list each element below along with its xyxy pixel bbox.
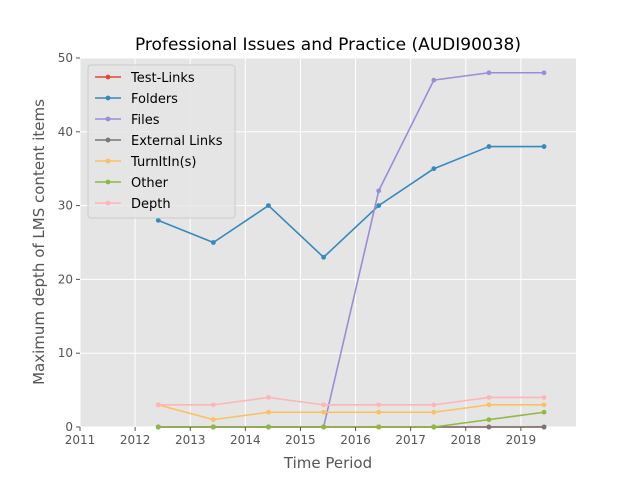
y-tick-label: 30 <box>58 199 73 213</box>
y-axis-label: Maximum depth of LMS content items <box>30 99 48 385</box>
data-point-other <box>210 424 216 430</box>
series-line-folders <box>157 145 545 259</box>
data-point-depth <box>376 402 382 408</box>
series-folders <box>155 144 547 260</box>
x-tick-label: 2015 <box>285 433 316 447</box>
x-tick-label: 2019 <box>506 433 537 447</box>
legend-swatch-marker <box>105 179 111 185</box>
data-point-external-links <box>541 424 547 430</box>
legend-label: Depth <box>131 197 171 212</box>
x-tick-label: 2011 <box>65 433 96 447</box>
data-point-other <box>376 424 382 430</box>
legend-item-folders: Folders <box>95 92 178 107</box>
data-point-other <box>486 417 492 423</box>
legend-label: External Links <box>131 134 223 149</box>
legend-item-other: Other <box>95 176 169 191</box>
data-point-folders <box>266 203 271 209</box>
data-point-files <box>541 70 547 76</box>
data-point-other <box>266 424 271 430</box>
legend-label: TurnItIn(s) <box>130 155 196 170</box>
x-tick-label: 2013 <box>175 433 206 447</box>
data-point-turnitin-s <box>486 402 492 408</box>
data-point-folders <box>431 166 437 172</box>
data-point-turnitin-s <box>541 402 547 408</box>
data-point-folders <box>210 240 216 245</box>
y-tick-label: 20 <box>58 272 73 286</box>
legend-item-external-links: External Links <box>95 134 223 149</box>
y-tick-label: 50 <box>58 51 73 65</box>
data-point-turnitin-s <box>431 409 437 415</box>
x-tick-label: 2018 <box>451 433 482 447</box>
legend-swatch-marker <box>105 116 111 122</box>
legend-item-test-links: Test-Links <box>95 71 195 86</box>
series-other <box>155 409 547 430</box>
y-tick-label: 40 <box>58 125 73 139</box>
legend-item-turnitin-s: TurnItIn(s) <box>95 155 196 170</box>
chart-title: Professional Issues and Practice (AUDI90… <box>135 35 521 55</box>
data-point-depth <box>431 402 437 408</box>
legend-swatch-marker <box>105 74 111 80</box>
x-axis-label: Time Period <box>283 454 372 472</box>
data-point-turnitin-s <box>376 409 382 415</box>
data-point-files <box>486 70 492 76</box>
data-point-turnitin-s <box>210 417 216 423</box>
series-layer <box>155 70 547 430</box>
data-point-external-links <box>486 424 492 430</box>
legend-swatch-marker <box>105 200 111 206</box>
series-turnitin-s <box>155 402 547 423</box>
y-tick-label: 0 <box>65 420 73 434</box>
series-line-other <box>158 411 545 428</box>
legend-swatch-marker <box>105 95 111 101</box>
legend-swatch-marker <box>105 158 111 164</box>
x-axis-ticks: 2011 2012 2013 2014 2015 2016 2017 2018 2019 <box>65 427 536 447</box>
legend-box <box>87 64 236 219</box>
data-point-depth <box>210 402 216 408</box>
x-tick-label: 2012 <box>120 433 151 447</box>
x-tick-label: 2014 <box>230 433 261 447</box>
data-point-depth <box>486 395 492 400</box>
x-tick-label: 2017 <box>395 433 426 447</box>
data-point-other <box>321 424 326 430</box>
data-point-folders <box>541 144 547 149</box>
data-point-other <box>155 424 161 430</box>
data-point-folders <box>321 254 326 260</box>
y-axis-ticks: 0 10 20 30 40 50 <box>58 51 80 434</box>
legend-item-files: Files <box>95 113 160 128</box>
legend-label: Folders <box>131 92 178 107</box>
data-point-turnitin-s <box>321 409 326 415</box>
data-point-files <box>376 188 382 194</box>
series-line-depth <box>158 396 545 406</box>
data-point-files <box>431 77 437 83</box>
data-point-other <box>541 409 547 415</box>
legend: Test-Links Folders Files External Links Turn… <box>87 64 236 219</box>
data-point-other <box>431 424 437 430</box>
data-point-depth <box>266 395 271 400</box>
legend-label: Test-Links <box>130 71 195 86</box>
data-point-turnitin-s <box>266 409 271 415</box>
legend-swatch-marker <box>105 137 111 143</box>
legend-label: Files <box>131 113 160 128</box>
series-depth <box>155 395 547 408</box>
data-point-folders <box>376 203 382 209</box>
x-tick-label: 2016 <box>340 433 371 447</box>
legend-label: Other <box>131 176 169 191</box>
data-point-depth <box>155 402 161 408</box>
data-point-depth <box>541 395 547 400</box>
data-point-folders <box>155 217 161 223</box>
y-tick-label: 10 <box>58 346 73 360</box>
legend-item-depth: Depth <box>95 197 171 212</box>
series-line-turnitin-s <box>158 404 545 421</box>
data-point-depth <box>321 402 326 408</box>
data-point-folders <box>486 144 492 149</box>
